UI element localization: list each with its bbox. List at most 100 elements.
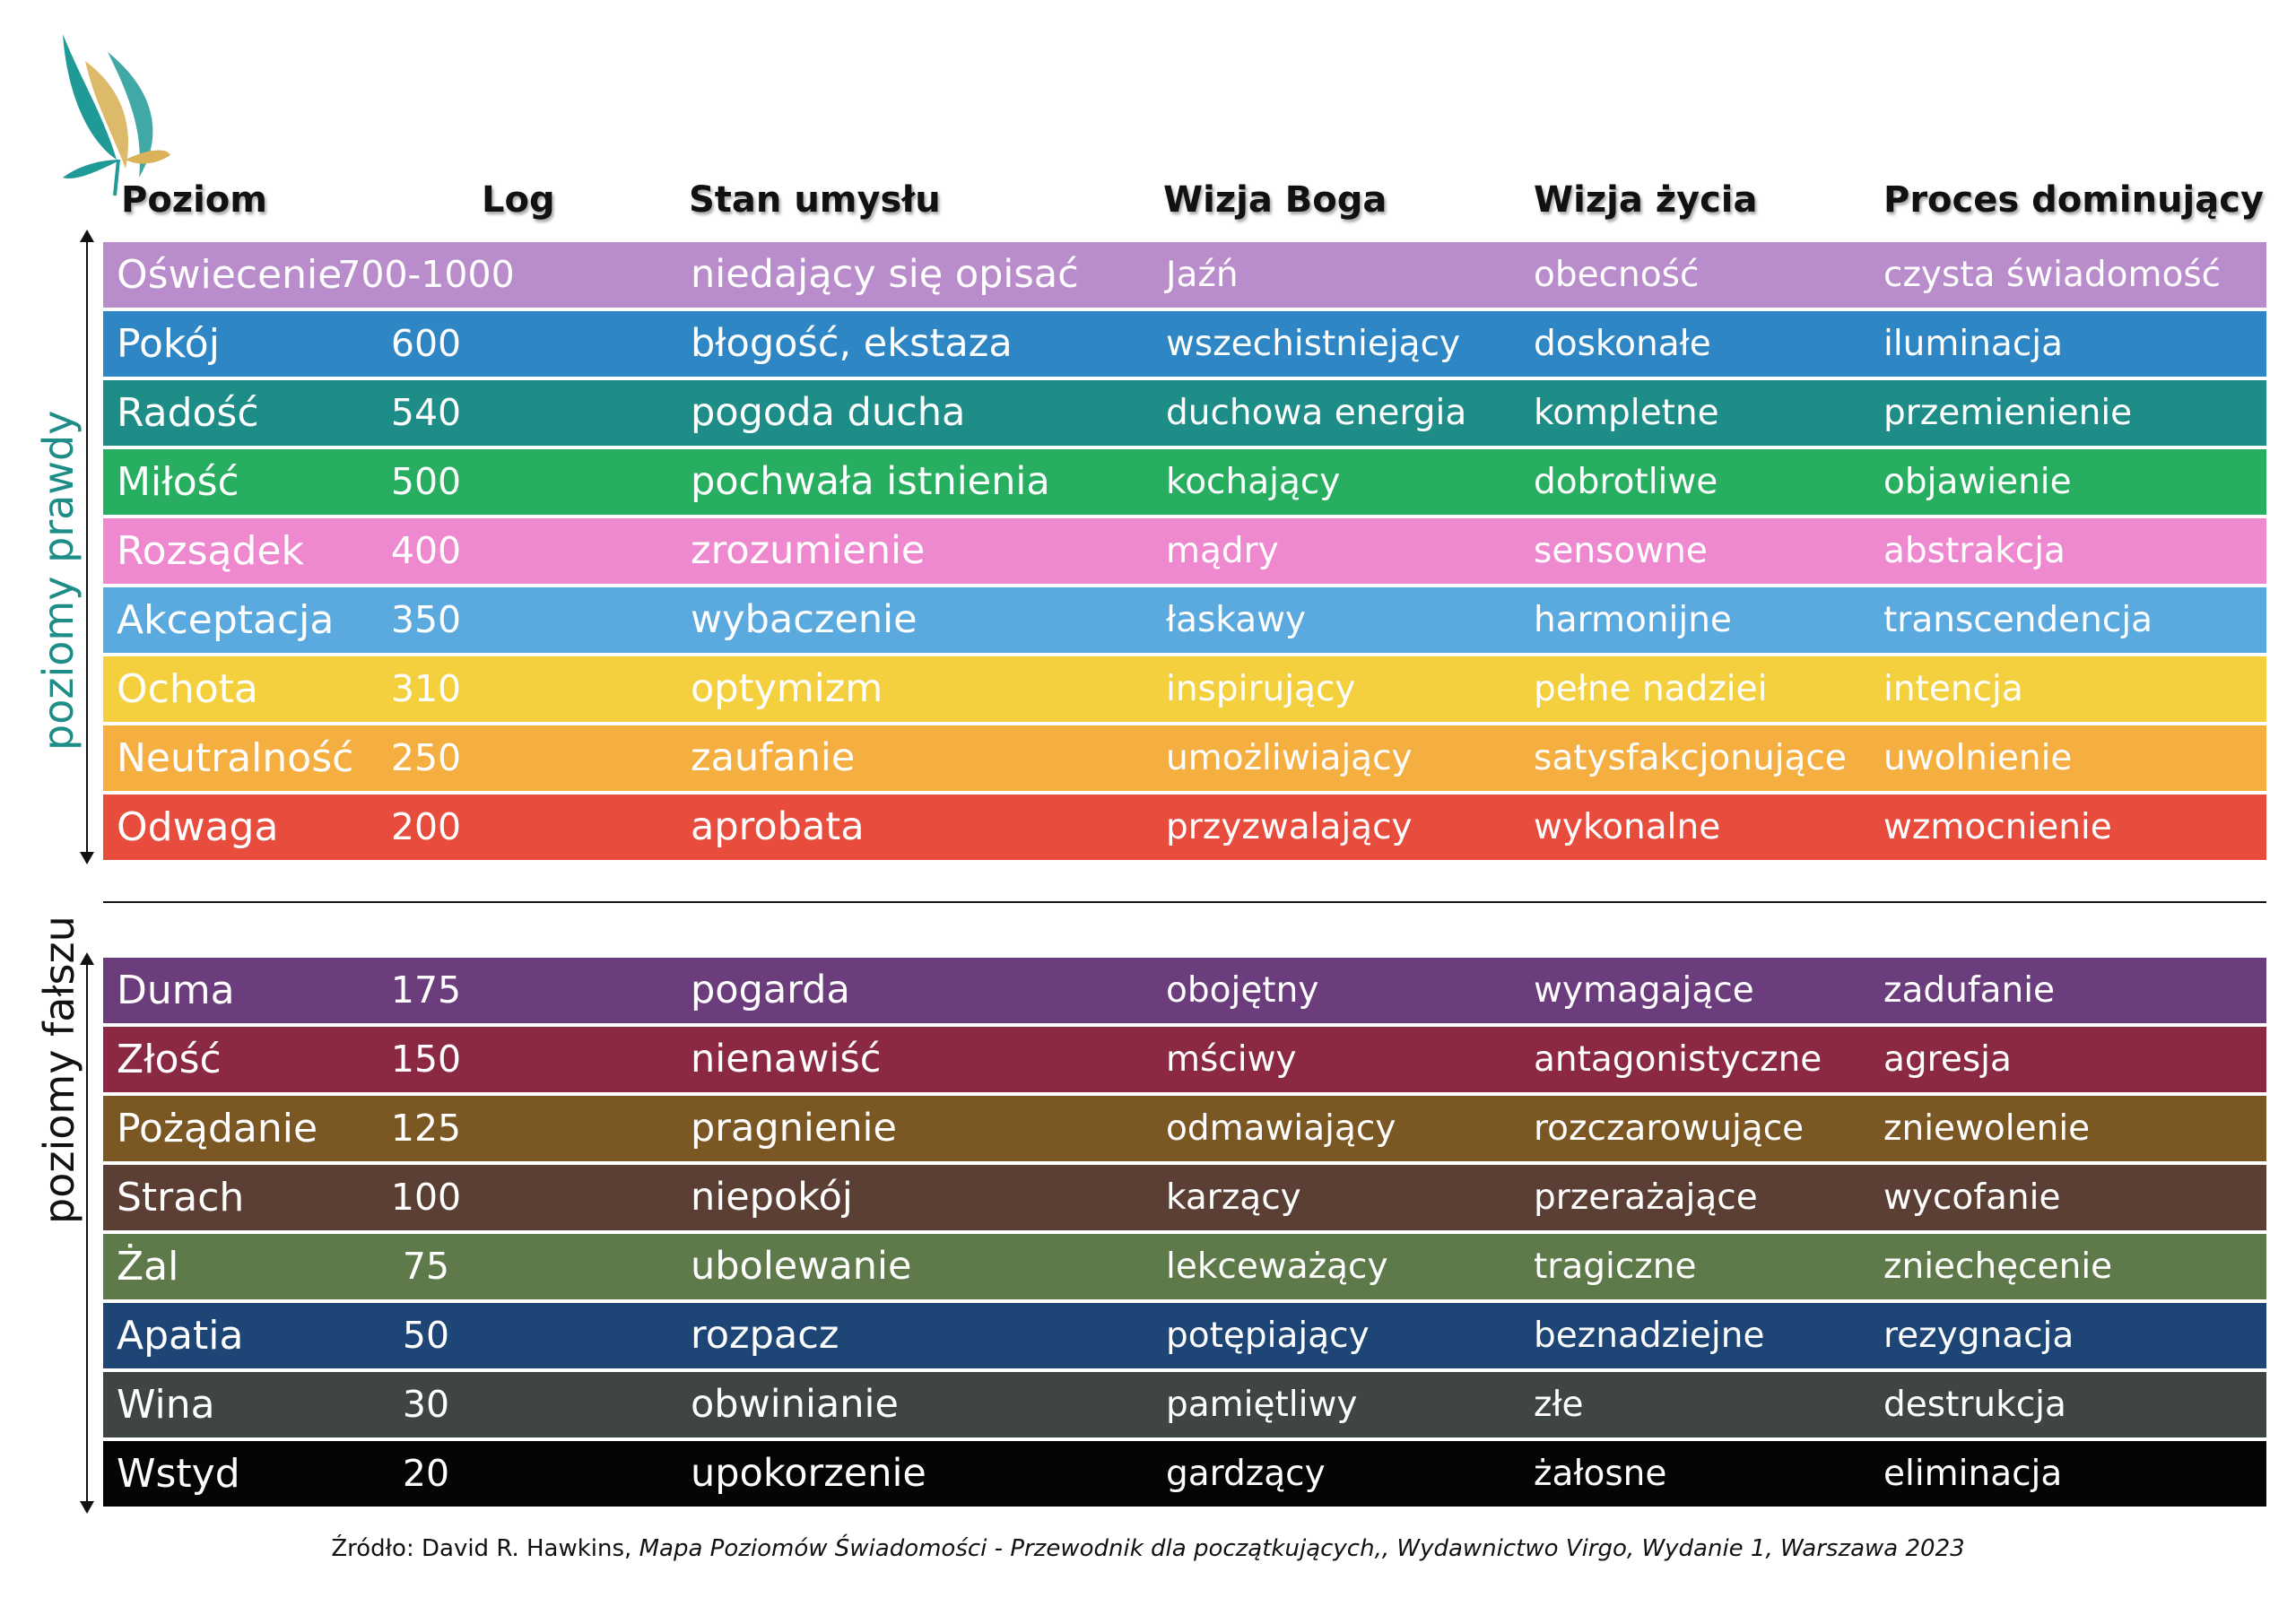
cell-stan-umyslu: niedający się opisać [691,252,1079,297]
table-row: Pokój 600 błogość, ekstaza wszechistniejący… [103,311,2266,377]
table-row: Radość 540 pogoda ducha duchowa energia komp… [103,380,2266,446]
cell-wizja-boga: gardzący [1166,1454,1326,1494]
table-row: Wina 30 obwinianie pamiętliwy złe destrukcja [103,1372,2266,1437]
cell-poziom: Żal [117,1244,179,1290]
cell-stan-umyslu: nienawiść [691,1037,882,1081]
cell-wizja-zycia: rozczarowujące [1534,1108,1805,1149]
cell-poziom: Akceptacja [117,597,335,643]
cell-proces-dominujacy: agresja [1883,1039,2012,1080]
cell-poziom: Wina [117,1382,215,1428]
table-row: Ochota 310 optymizm inspirujący pełne nadzie… [103,656,2266,722]
cell-stan-umyslu: rozpacz [691,1313,839,1358]
cell-wizja-boga: wszechistniejący [1166,324,1461,364]
cell-wizja-boga: lekceważący [1166,1246,1388,1287]
cell-poziom: Apatia [117,1313,244,1359]
cell-stan-umyslu: aprobata [691,804,865,849]
butterfly-logo-icon [63,34,170,196]
truth-axis-end-icon [80,852,94,864]
cell-stan-umyslu: niepokój [691,1175,853,1220]
cell-log: 150 [390,1038,462,1081]
cell-log: 200 [390,805,462,848]
cell-wizja-boga: mądry [1166,531,1279,571]
table-header: Poziom Log Stan umysłu Wizja Boga Wizja … [0,179,2296,239]
cell-wizja-boga: pamiętliwy [1166,1385,1358,1425]
cell-proces-dominujacy: zadufanie [1883,970,2056,1011]
cell-wizja-zycia: doskonałe [1534,324,1711,364]
header-wizja-boga: Wizja Boga [1163,179,1387,221]
false-axis-arrow-icon [80,1501,94,1514]
cell-proces-dominujacy: czysta świadomość [1883,255,2222,295]
truth-axis-arrow-icon [80,230,94,242]
header-proces-dominujacy: Proces dominujący [1883,179,2265,221]
cell-wizja-boga: odmawiający [1166,1108,1396,1149]
cell-wizja-zycia: przerażające [1534,1177,1758,1218]
cell-wizja-zycia: wymagające [1534,970,1754,1011]
cell-proces-dominujacy: abstrakcja [1883,531,2066,571]
cell-stan-umyslu: błogość, ekstaza [691,321,1013,366]
cell-wizja-boga: mściwy [1166,1039,1297,1080]
table-row: Żal 75 ubolewanie lekceważący tragiczne zniec… [103,1234,2266,1299]
cell-wizja-zycia: sensowne [1534,531,1708,571]
table-row: Apatia 50 rozpacz potępiający beznadziejne re… [103,1303,2266,1368]
cell-poziom: Neutralność [117,735,354,781]
cell-poziom: Radość [117,390,259,436]
cell-log: 20 [402,1452,450,1495]
table-row: Miłość 500 pochwała istnienia kochający dobr… [103,449,2266,515]
false-axis-start-icon [80,952,94,965]
cell-poziom: Pożądanie [117,1106,318,1151]
cell-wizja-zycia: obecność [1534,255,1700,295]
cell-wizja-boga: duchowa energia [1166,393,1467,433]
cell-wizja-zycia: wykonalne [1534,807,1721,847]
cell-wizja-boga: Jaźń [1166,255,1239,295]
table-row: Złość 150 nienawiść mściwy antagonistyczne ag… [103,1027,2266,1092]
cell-log: 75 [402,1245,450,1288]
table-row: Akceptacja 350 wybaczenie łaskawy harmonijne… [103,587,2266,653]
cell-wizja-boga: karzący [1166,1177,1301,1218]
cell-stan-umyslu: pogoda ducha [691,390,966,435]
cell-log: 400 [390,529,462,572]
table-row: Oświecenie 700-1000 niedający się opisać Ja… [103,242,2266,308]
cell-wizja-zycia: beznadziejne [1534,1316,1765,1356]
cell-proces-dominujacy: przemienienie [1883,393,2133,433]
cell-proces-dominujacy: eliminacja [1883,1454,2063,1494]
cell-log: 540 [390,391,462,434]
table-row: Duma 175 pogarda obojętny wymagające zadufani… [103,958,2266,1023]
cell-log: 310 [390,667,462,710]
false-levels-table: Duma 175 pogarda obojętny wymagające zadufani… [103,958,2266,1510]
header-wizja-zycia: Wizja życia [1534,179,1758,221]
cell-poziom: Duma [117,968,235,1013]
cell-proces-dominujacy: destrukcja [1883,1385,2066,1425]
cell-log: 250 [390,736,462,779]
header-stan-umyslu: Stan umysłu [689,179,941,221]
cell-stan-umyslu: pogarda [691,968,850,1012]
cell-proces-dominujacy: wzmocnienie [1883,807,2112,847]
cell-wizja-zycia: tragiczne [1534,1246,1697,1287]
table-row: Strach 100 niepokój karzący przerażające wyco… [103,1165,2266,1230]
cell-proces-dominujacy: uwolnienie [1883,738,2073,778]
cell-log: 50 [402,1314,450,1357]
cell-wizja-boga: obojętny [1166,970,1319,1011]
cell-proces-dominujacy: rezygnacja [1883,1316,2074,1356]
cell-poziom: Miłość [117,459,239,505]
cell-proces-dominujacy: transcendencja [1883,600,2153,640]
cell-log: 700-1000 [337,253,515,296]
truth-levels-label: poziomy prawdy [34,410,83,751]
cell-proces-dominujacy: zniechęcenie [1883,1246,2113,1287]
cell-stan-umyslu: obwinianie [691,1382,899,1427]
header-log: Log [482,179,555,221]
cell-stan-umyslu: upokorzenie [691,1451,926,1496]
cell-wizja-boga: przyzwalający [1166,807,1413,847]
cell-poziom: Oświecenie [117,252,343,298]
cell-log: 125 [390,1107,462,1150]
cell-wizja-boga: kochający [1166,462,1341,502]
truth-axis-line [86,235,88,854]
table-row: Wstyd 20 upokorzenie gardzący żałosne elimina… [103,1441,2266,1507]
cell-poziom: Odwaga [117,804,279,850]
cell-wizja-zycia: żałosne [1534,1454,1667,1494]
cell-wizja-zycia: satysfakcjonujące [1534,738,1847,778]
false-levels-label: poziomy fałszu [35,916,83,1224]
cell-stan-umyslu: zaufanie [691,735,856,780]
cell-log: 350 [390,598,462,641]
cell-wizja-zycia: harmonijne [1534,600,1732,640]
section-divider [103,901,2266,903]
